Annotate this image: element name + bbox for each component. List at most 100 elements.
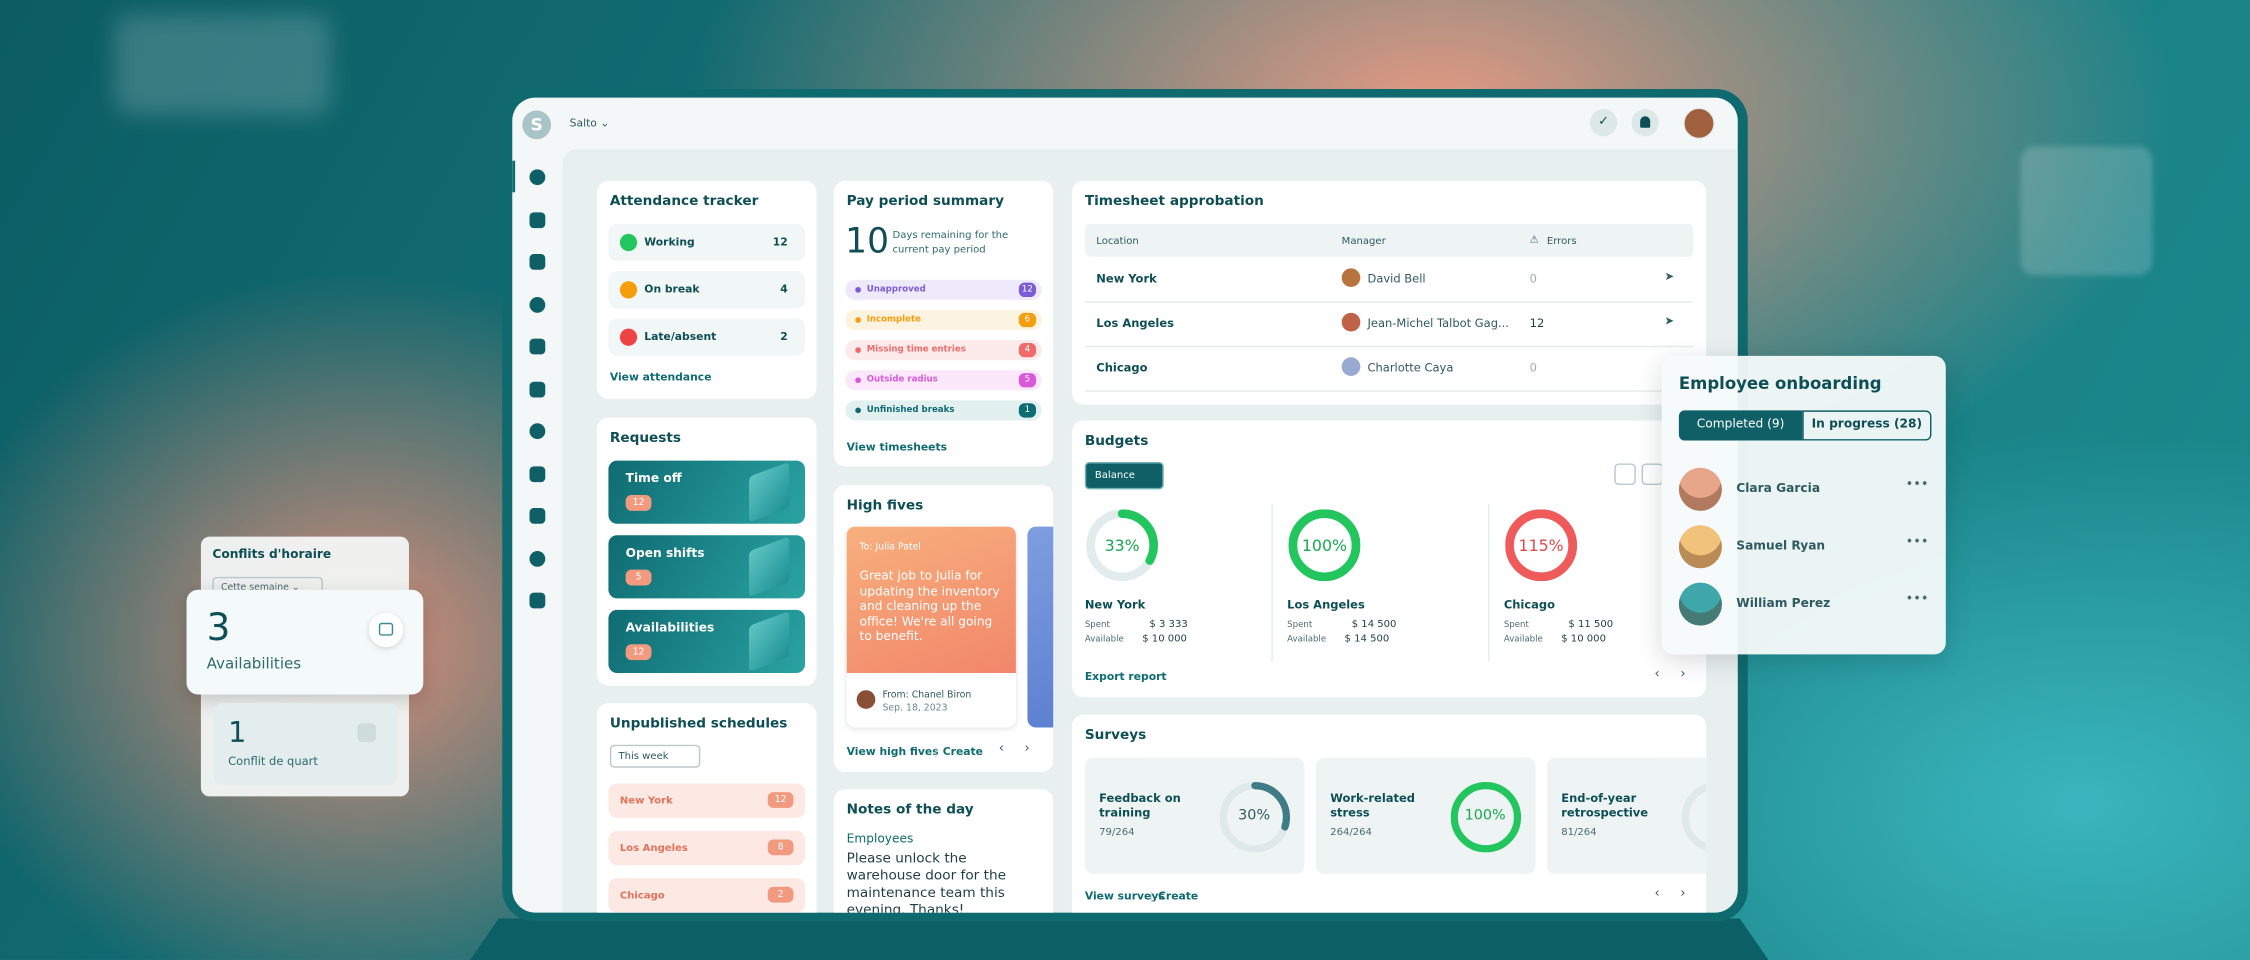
note-text: Please unlock the warehouse door for the… [846, 850, 1006, 913]
chart-toggle[interactable] [1614, 463, 1636, 486]
sidebar-icon[interactable] [529, 338, 546, 355]
sidebar-icon[interactable] [529, 507, 546, 524]
ring [1218, 781, 1290, 852]
manager-avatar [1341, 268, 1361, 287]
row-badge: 8 [767, 839, 794, 856]
link[interactable]: Create [942, 744, 983, 758]
dot [855, 377, 861, 384]
attendance-row: On break 4 [608, 271, 806, 309]
link[interactable]: Export report [1084, 670, 1167, 684]
request-tile[interactable]: Open shifts 5 [608, 535, 806, 599]
survey-tile: End-of-year retrospective 81/264 [1546, 757, 1707, 874]
user-avatar[interactable] [1683, 107, 1715, 140]
sidebar-icon[interactable] [529, 211, 546, 228]
tab[interactable]: In progress (28) [1802, 410, 1932, 441]
high-five-message: Great job to Julia for updating the inve… [859, 569, 1000, 645]
status-icon [619, 328, 638, 346]
bell-icon [1640, 116, 1651, 128]
card-title: Surveys [1084, 727, 1147, 744]
ring [1505, 509, 1578, 582]
survey-name: End-of-year retrospective [1561, 792, 1649, 820]
link[interactable]: View high fives [846, 744, 939, 758]
spent-label: Spent [1503, 619, 1529, 630]
bg-blur [2020, 146, 2153, 276]
person-name: Samuel Ryan [1736, 539, 1826, 554]
dot [855, 347, 861, 353]
sidebar-icon[interactable] [529, 550, 546, 567]
manager: Charlotte Caya [1367, 361, 1454, 375]
status-icon [619, 233, 638, 252]
ring [1681, 781, 1707, 852]
request-tile[interactable]: Time off 12 [608, 460, 806, 524]
send-icon[interactable]: ➤ [1664, 314, 1675, 328]
high-five-card: To: Julia Patel Great job to Julia for up… [846, 526, 1016, 728]
sidebar-icon[interactable] [529, 465, 546, 482]
week-select[interactable]: This week [609, 744, 701, 768]
row-badge: 12 [1018, 282, 1037, 298]
schedule-row: Chicago 2 [608, 878, 806, 913]
tile-badge: 12 [625, 644, 652, 661]
sidebar-icon[interactable] [529, 253, 546, 270]
divider [1271, 503, 1273, 662]
sidebar-active [512, 160, 516, 193]
sidebar-icon[interactable] [529, 423, 546, 440]
schedule-row: Los Angeles 8 [608, 830, 806, 866]
dot [855, 286, 861, 293]
status-icon [619, 281, 638, 299]
more-button[interactable]: ••• [1905, 477, 1929, 493]
next-arrow[interactable]: › [1024, 741, 1030, 757]
period-row: Outside radius 5 [845, 370, 1042, 391]
table-row: Los Angeles Jean-Michel Talbot Gag... 12 ➤ [1084, 301, 1694, 348]
screen: S Salto ⌄ ✓ Attendance tracker Working 12 O… [512, 97, 1738, 913]
column-header: Errors [1546, 235, 1577, 247]
check-button[interactable]: ✓ [1589, 109, 1618, 137]
link[interactable]: Create [1158, 889, 1199, 903]
spent-label: Spent [1084, 619, 1110, 630]
prev-arrow[interactable]: ‹ [1654, 886, 1660, 902]
tile-label: Availabilities [625, 621, 715, 636]
warning-icon: ⚠ [1529, 233, 1539, 246]
link[interactable]: View timesheets [846, 440, 948, 454]
send-icon[interactable]: ➤ [1664, 269, 1675, 283]
more-button[interactable]: ••• [1905, 592, 1929, 607]
available-label: Available [1084, 634, 1124, 645]
high-five-body: To: Julia Patel Great job to Julia for up… [846, 526, 1016, 673]
link[interactable]: View attendance [609, 370, 712, 384]
table-row: Chicago Charlotte Caya 0 [1084, 346, 1694, 392]
card-title: Pay period summary [846, 193, 1004, 210]
row-label: Chicago [619, 889, 665, 902]
available-label: Available [1503, 634, 1543, 645]
card-title: Unpublished schedules [609, 716, 788, 732]
row-badge: 1 [1018, 403, 1037, 418]
sidebar-icon[interactable] [529, 380, 546, 397]
ring-arc [1288, 509, 1361, 582]
survey-count: 79/264 [1099, 826, 1135, 839]
sidebar-icon[interactable] [529, 592, 546, 609]
location: New York [1084, 598, 1146, 612]
next-arrow[interactable]: › [1680, 886, 1686, 902]
prev-arrow[interactable]: ‹ [998, 741, 1004, 757]
sidebar-icon[interactable] [529, 296, 546, 313]
bell-button[interactable] [1631, 109, 1659, 137]
ring-label: 33% [1104, 536, 1140, 556]
request-tile[interactable]: Availabilities 12 [608, 609, 806, 673]
link[interactable]: View surveys [1084, 889, 1165, 903]
next-arrow[interactable]: › [1680, 667, 1686, 682]
ring-arc [1505, 509, 1578, 582]
shift-count: 1 [228, 714, 247, 750]
balance-select[interactable]: Balance [1084, 462, 1164, 490]
prev-arrow[interactable]: ‹ [1654, 667, 1660, 682]
tab-active[interactable]: Completed (9) [1678, 410, 1803, 441]
survey-tile: Work-related stress 264/264 100% [1315, 757, 1536, 874]
spent: $ 11 500 [1568, 618, 1614, 630]
table-toggle[interactable] [1641, 463, 1664, 486]
app-name[interactable]: Salto ⌄ [569, 116, 610, 130]
more-button[interactable]: ••• [1905, 535, 1929, 550]
sidebar-icon[interactable] [529, 169, 546, 186]
person-name: William Perez [1736, 596, 1831, 612]
timesheet-card: Timesheet approbation Location Manager ⚠ Err… [1071, 180, 1707, 405]
table-row: New York David Bell 0 ➤ [1084, 257, 1694, 303]
errors: 0 [1529, 272, 1537, 286]
row-count: 2 [780, 330, 788, 343]
